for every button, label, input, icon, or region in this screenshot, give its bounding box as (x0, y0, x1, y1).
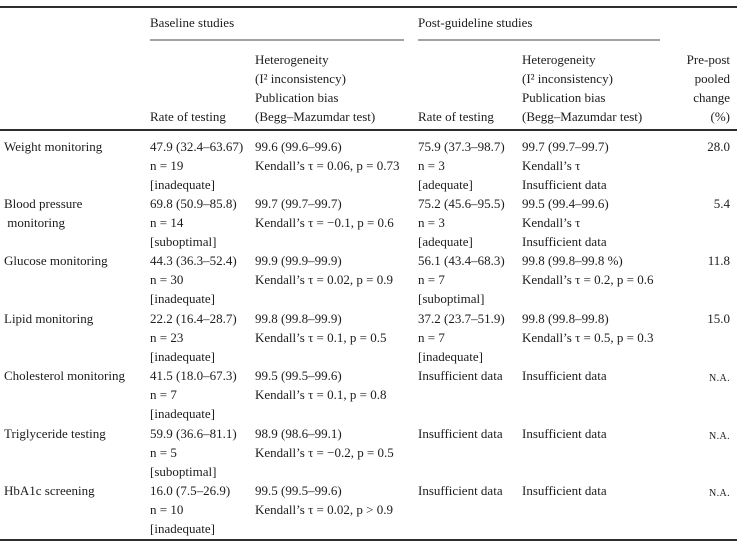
pooled-change-value: N.A. (708, 487, 730, 499)
spanner-post-guideline-studies: Post-guideline studies (418, 13, 660, 41)
baseline-rate-cell: 44.3 (36.3–52.4) n = 30 [inadequate] (150, 253, 237, 307)
table-row: Triglyceride testing 59.9 (36.6–81.1) n … (0, 424, 737, 481)
post-heterogeneity-cell: 99.7 (99.7–99.7) Kendall’s τ Insufficien… (522, 139, 609, 192)
post-rate-cell: Insufficient data (418, 482, 503, 498)
pooled-change-value: N.A. (708, 373, 730, 385)
post-heterogeneity-cell: 99.8 (99.8–99.8 %) Kendall’s τ = 0.2, p … (522, 253, 654, 288)
column-header-pooled-change: Pre-post pooled change (%) (686, 52, 730, 124)
spanner-header-row: Baseline studies Post-guideline studies (0, 8, 737, 41)
post-heterogeneity-cell: Insufficient data (522, 368, 607, 384)
column-header-post-rate-label: Rate of testing (418, 109, 494, 124)
pooled-change-value: 28.0 (707, 139, 730, 154)
row-label: Weight monitoring (4, 139, 103, 154)
column-header-post-heterogeneity: Heterogeneity (I² inconsistency) Publica… (522, 52, 643, 124)
baseline-rate-cell: 59.9 (36.6–81.1) n = 5 [suboptimal] (150, 425, 237, 479)
baseline-rate-cell: 41.5 (18.0–67.3) n = 7 [inadequate] (150, 368, 237, 422)
baseline-heterogeneity-cell: 99.5 (99.5–99.6) Kendall’s τ = 0.02, p >… (255, 482, 393, 517)
baseline-heterogeneity-cell: 99.9 (99.9–99.9) Kendall’s τ = 0.02, p =… (255, 253, 393, 288)
table-bottom-rule (0, 539, 737, 541)
pooled-change-value: 5.4 (713, 196, 730, 211)
table-row: HbA1c screening 16.0 (7.5–26.9) n = 10 [… (0, 481, 737, 538)
row-label: Blood pressure monitoring (4, 196, 83, 230)
table-row: Blood pressure monitoring 69.8 (50.9–85.… (0, 194, 737, 251)
row-label: Triglyceride testing (4, 425, 106, 441)
row-label: Lipid monitoring (4, 310, 94, 326)
pooled-change-value: 11.8 (707, 253, 730, 269)
baseline-heterogeneity-cell: 99.7 (99.7–99.7) Kendall’s τ = −0.1, p =… (255, 196, 394, 230)
table-row: Cholesterol monitoring 41.5 (18.0–67.3) … (0, 366, 737, 423)
table-row: Weight monitoring 47.9 (32.4–63.67) n = … (0, 131, 737, 194)
spanner-spacer (0, 13, 150, 41)
column-header-empty (0, 50, 150, 126)
row-label: Cholesterol monitoring (4, 368, 125, 384)
table-top-rule (0, 6, 737, 8)
post-rate-cell: 56.1 (43.4–68.3) n = 7 [suboptimal] (418, 253, 505, 307)
table-row: Lipid monitoring 22.2 (16.4–28.7) n = 23… (0, 309, 737, 366)
row-label: Glucose monitoring (4, 253, 108, 269)
post-rate-cell: Insufficient data (418, 425, 503, 441)
baseline-heterogeneity-cell: 99.5 (99.5–99.6) Kendall’s τ = 0.1, p = … (255, 368, 387, 403)
post-heterogeneity-cell: 99.5 (99.4–99.6) Kendall’s τ Insufficien… (522, 196, 609, 249)
baseline-rate-cell: 47.9 (32.4–63.67) n = 19 [inadequate] (150, 139, 244, 192)
column-header-baseline-heterogeneity: Heterogeneity (I² inconsistency) Publica… (255, 52, 376, 124)
baseline-heterogeneity-cell: 98.9 (98.6–99.1) Kendall’s τ = −0.2, p =… (255, 425, 394, 460)
baseline-rate-cell: 69.8 (50.9–85.8) n = 14 [suboptimal] (150, 196, 237, 249)
post-rate-cell: 75.2 (45.6–95.5) n = 3 [adequate] (418, 196, 505, 249)
spanner-baseline-studies: Baseline studies (150, 13, 404, 41)
post-rate-cell: 75.9 (37.3–98.7) n = 3 [adequate] (418, 139, 505, 192)
spanner-spacer-right (672, 13, 737, 41)
post-heterogeneity-cell: Insufficient data (522, 425, 607, 441)
pooled-change-value: 15.0 (707, 310, 730, 326)
column-header-baseline-rate: Rate of testing (150, 50, 255, 126)
table-row: Glucose monitoring 44.3 (36.3–52.4) n = … (0, 251, 737, 308)
column-header-baseline-rate-label: Rate of testing (150, 109, 226, 124)
post-heterogeneity-cell: Insufficient data (522, 482, 607, 498)
column-header-row: Rate of testing Heterogeneity (I² incons… (0, 41, 737, 131)
row-label: HbA1c screening (4, 482, 95, 498)
baseline-heterogeneity-cell: 99.6 (99.6–99.6) Kendall’s τ = 0.06, p =… (255, 139, 400, 173)
baseline-heterogeneity-cell: 99.8 (99.8–99.9) Kendall’s τ = 0.1, p = … (255, 310, 387, 345)
column-header-post-rate: Rate of testing (418, 50, 522, 126)
baseline-rate-cell: 16.0 (7.5–26.9) n = 10 [inadequate] (150, 482, 231, 536)
post-heterogeneity-cell: 99.8 (99.8–99.8) Kendall’s τ = 0.5, p = … (522, 310, 654, 345)
baseline-rate-cell: 22.2 (16.4–28.7) n = 23 [inadequate] (150, 310, 237, 364)
post-rate-cell: 37.2 (23.7–51.9) n = 7 [inadequate] (418, 310, 505, 364)
post-rate-cell: Insufficient data (418, 368, 503, 384)
pooled-change-value: N.A. (708, 430, 730, 442)
